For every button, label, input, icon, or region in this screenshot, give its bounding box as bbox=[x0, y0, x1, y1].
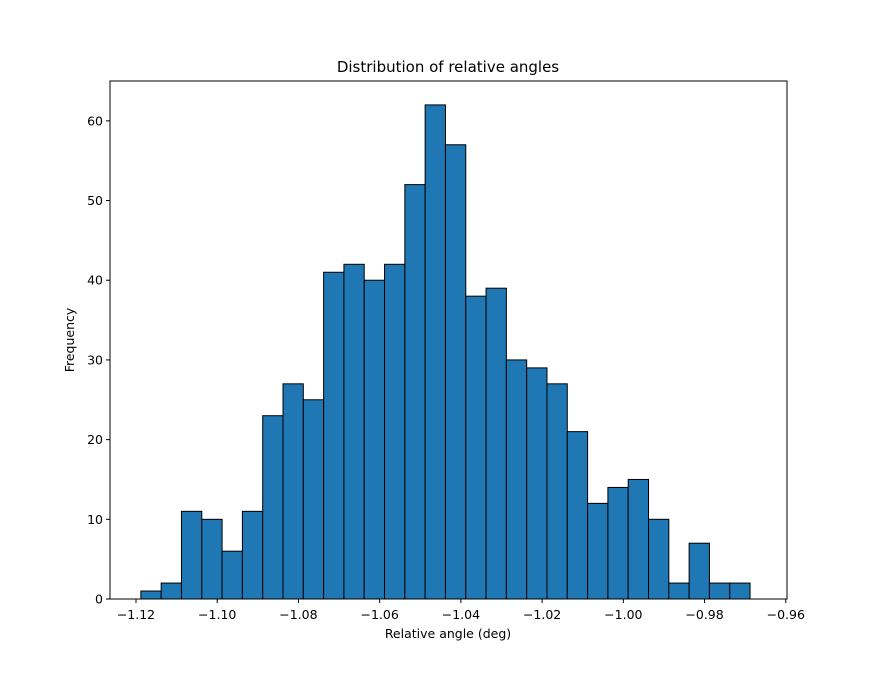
y-tick-label: 20 bbox=[87, 432, 103, 447]
x-tick-label: −1.12 bbox=[117, 607, 155, 622]
histogram-bar bbox=[140, 590, 162, 600]
x-tick-label: −1.08 bbox=[279, 607, 317, 622]
y-tick-label: 60 bbox=[87, 113, 103, 128]
x-tick-label: −1.06 bbox=[361, 607, 399, 622]
histogram-bar bbox=[729, 582, 751, 600]
y-tick-label: 10 bbox=[87, 512, 103, 527]
histogram-bar bbox=[241, 510, 264, 600]
x-axis-ticks: −1.12 −1.10 −1.08 −1.06 −1.04 −1.02 −1.00 −0.98… bbox=[117, 599, 805, 622]
histogram-bar bbox=[648, 518, 670, 600]
x-tick-label: −0.98 bbox=[685, 607, 723, 622]
y-tick-label: 40 bbox=[87, 273, 103, 288]
histogram-bar bbox=[505, 359, 528, 600]
histogram-bar bbox=[708, 582, 731, 600]
histogram-bar bbox=[668, 582, 690, 600]
x-axis-label: Relative angle (deg) bbox=[385, 626, 511, 641]
histogram-bar bbox=[221, 550, 243, 600]
y-axis-label: Frequency bbox=[62, 307, 77, 372]
histogram-bar bbox=[262, 415, 284, 600]
histogram-bar bbox=[384, 263, 406, 600]
histogram-bar bbox=[587, 502, 609, 600]
chart-title: Distribution of relative angles bbox=[337, 58, 559, 76]
histogram-bar bbox=[363, 279, 386, 600]
histogram-bar bbox=[526, 367, 548, 600]
histogram-bar bbox=[302, 399, 325, 600]
histogram-bar bbox=[627, 478, 650, 600]
histogram-bar bbox=[282, 383, 304, 600]
x-tick-label: −1.00 bbox=[604, 607, 642, 622]
x-tick-label: −1.10 bbox=[198, 607, 236, 622]
histogram-bar bbox=[444, 144, 467, 600]
x-tick-label: −1.04 bbox=[442, 607, 480, 622]
histogram-bar bbox=[404, 184, 426, 600]
histogram-bar bbox=[566, 431, 589, 600]
histogram-bar bbox=[160, 582, 182, 600]
y-tick-label: 30 bbox=[87, 352, 103, 367]
histogram-bar bbox=[688, 542, 710, 600]
histogram-bar bbox=[546, 383, 568, 600]
histogram-bar bbox=[323, 271, 345, 600]
histogram-bar bbox=[424, 104, 446, 600]
histogram-bar bbox=[465, 295, 487, 600]
histogram-bar bbox=[180, 510, 203, 600]
y-tick-label: 50 bbox=[87, 193, 103, 208]
histogram-bar bbox=[201, 518, 223, 600]
histogram-bar bbox=[485, 287, 507, 600]
plot-frame bbox=[109, 80, 788, 600]
y-axis-ticks: 0 10 20 30 40 50 60 bbox=[87, 113, 110, 607]
y-tick-label: 0 bbox=[95, 592, 103, 607]
histogram-bar bbox=[607, 486, 629, 600]
x-tick-label: −0.96 bbox=[767, 607, 805, 622]
bars-group bbox=[140, 104, 751, 600]
x-tick-label: −1.02 bbox=[523, 607, 561, 622]
histogram-bar bbox=[343, 263, 365, 600]
